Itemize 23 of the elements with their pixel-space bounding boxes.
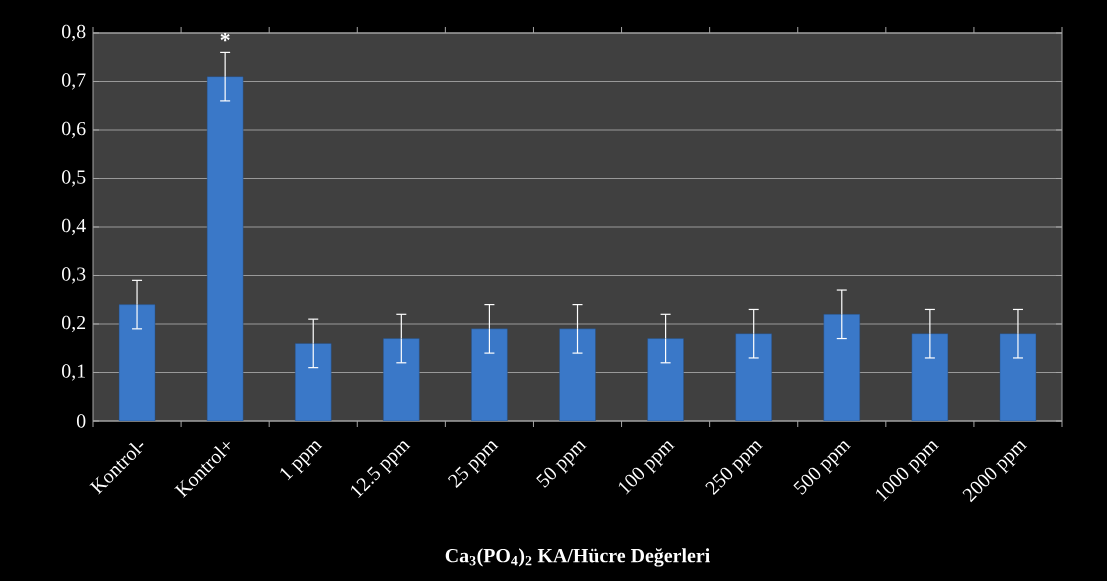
bar xyxy=(383,338,420,421)
y-tick-label: 0,5 xyxy=(62,170,86,187)
text: Ca$_{3}$(PO$_{4}$)$_{2}$ KA/Hücre Değerleri xyxy=(445,548,710,567)
y-tick-label: 0,6 xyxy=(62,121,86,139)
y-tick-label: 0,7 xyxy=(62,73,86,90)
y-tick-label: 0 xyxy=(76,414,86,428)
bar xyxy=(911,333,949,421)
bar xyxy=(823,314,860,421)
y-tick-label: 0,3 xyxy=(62,267,86,284)
bar xyxy=(647,338,684,421)
bar xyxy=(559,328,596,421)
bar xyxy=(471,328,508,421)
y-tick-label: 0,4 xyxy=(62,218,86,236)
bar xyxy=(295,343,332,421)
bar xyxy=(206,76,244,421)
y-tick-label: 0,8 xyxy=(62,24,86,42)
y-tick-label: 0,2 xyxy=(62,315,86,333)
y-tick-label: 0,1 xyxy=(62,364,85,381)
bar xyxy=(118,304,156,421)
bar xyxy=(735,333,772,421)
bar xyxy=(999,333,1037,421)
x-tick-label: 1 ppm xyxy=(280,441,323,481)
annotation: * xyxy=(220,32,230,42)
